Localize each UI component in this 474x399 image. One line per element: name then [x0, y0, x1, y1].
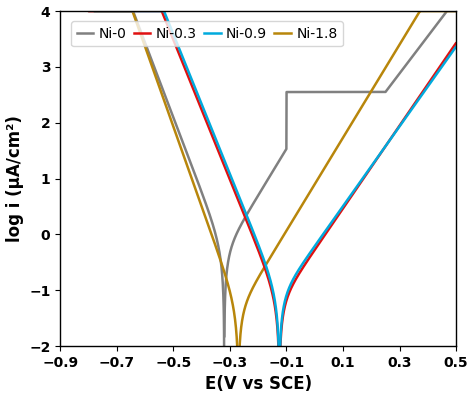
Legend: Ni-0, Ni-0.3, Ni-0.9, Ni-1.8: Ni-0, Ni-0.3, Ni-0.9, Ni-1.8	[71, 22, 343, 46]
X-axis label: E(V vs SCE): E(V vs SCE)	[205, 375, 312, 393]
Y-axis label: log i (μA/cm²): log i (μA/cm²)	[6, 115, 24, 242]
